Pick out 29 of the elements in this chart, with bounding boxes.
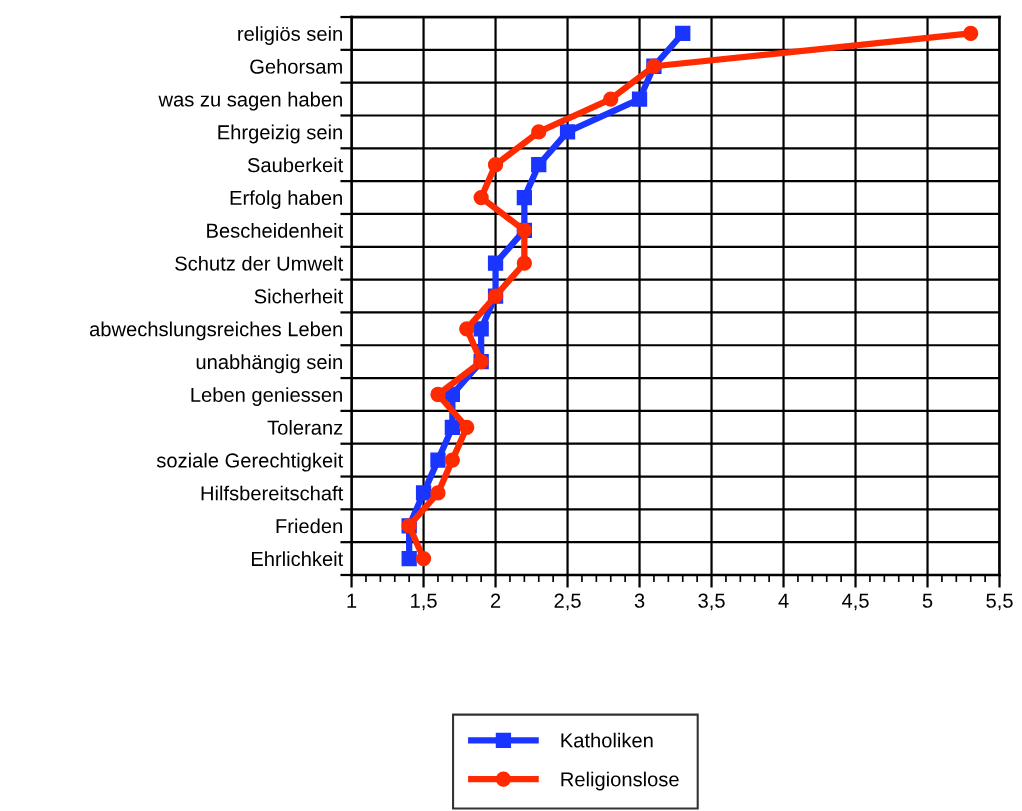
x-tick-label: 3: [634, 593, 645, 608]
x-tick-label: 1,5: [411, 593, 437, 611]
x-tick-label: 4: [778, 593, 789, 608]
y-tick-label: Frieden: [276, 518, 342, 534]
x-tick-label: 5,5: [986, 593, 1013, 611]
y-tick-label: Erfolg haben: [230, 190, 342, 210]
y-tick-label: soziale Gerechtigkeit: [156, 452, 344, 472]
x-tick-label: 2: [490, 593, 501, 608]
y-tick-label: Ehrlichkeit: [251, 551, 344, 567]
y-tick-label: was zu sagen haben: [158, 91, 342, 111]
y-tick-label: Toleranz: [267, 420, 343, 435]
x-tick-label: 4,5: [841, 593, 869, 611]
y-tick-label: Sauberkeit: [247, 157, 344, 173]
y-tick-label: Gehorsam: [250, 58, 342, 74]
y-tick-label: Bescheidenheit: [207, 223, 344, 238]
y-tick-label: Hilfsbereitschaft: [201, 485, 344, 501]
y-tick-label: Schutz der Umwelt: [175, 255, 344, 271]
y-tick-label: abwechslungsreiches Leben: [89, 321, 342, 341]
y-tick-label: religiös sein: [238, 26, 342, 45]
legend-label: Katholiken: [561, 732, 653, 748]
x-tick-label: 2,5: [554, 593, 581, 611]
x-tick-label: 3,5: [698, 593, 725, 611]
x-tick-label: 5: [922, 593, 933, 608]
y-tick-label: Ehrgeizig sein: [218, 124, 342, 144]
y-tick-label: unabhängig sein: [196, 354, 342, 374]
x-tick-label: 1: [347, 593, 357, 608]
y-tick-label: Sicherheit: [254, 288, 344, 304]
legend-label: Religionslose: [561, 771, 679, 791]
y-tick-label: Leben geniessen: [191, 387, 342, 406]
